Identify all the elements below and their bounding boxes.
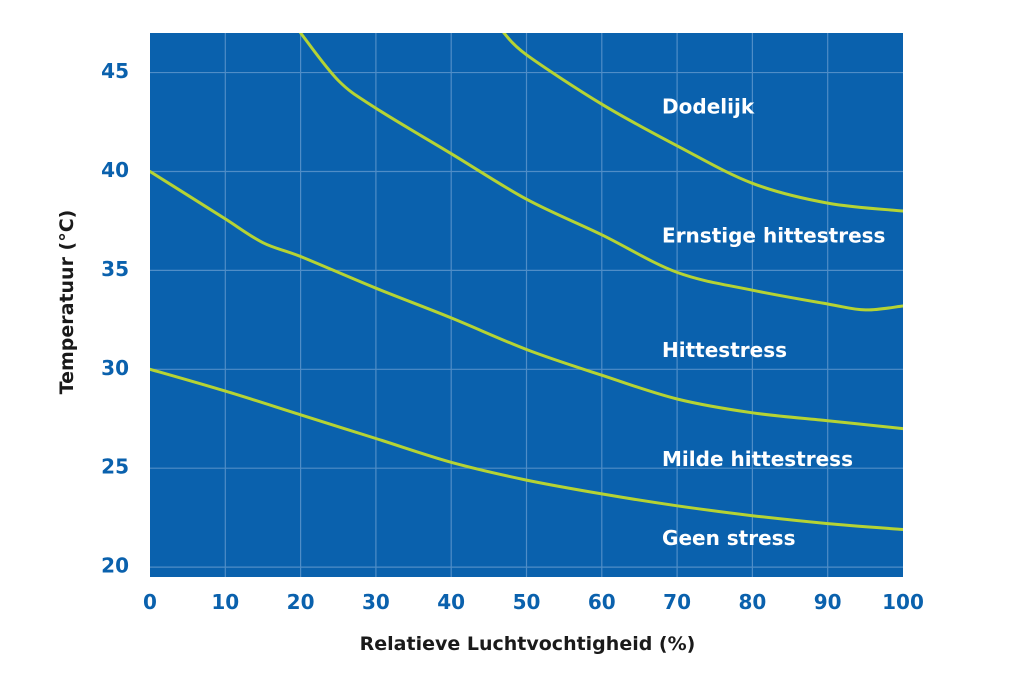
- series-line-4: [502, 33, 903, 213]
- y-tick-label: 25: [101, 455, 129, 479]
- series-line-3: [299, 33, 903, 312]
- x-tick-label: 80: [738, 590, 766, 614]
- x-tick-label: 70: [663, 590, 691, 614]
- y-tick-label: 35: [101, 257, 129, 281]
- x-tick-label: 20: [287, 590, 315, 614]
- series-line-2: [150, 170, 903, 431]
- x-tick-label: 50: [513, 590, 541, 614]
- y-axis-label: Temperatuur (°C): [56, 210, 78, 395]
- x-tick-label: 0: [143, 590, 157, 614]
- x-tick-label: 60: [588, 590, 616, 614]
- x-tick-label: 10: [211, 590, 239, 614]
- x-tick-label: 100: [882, 590, 924, 614]
- y-tick-label: 45: [101, 59, 129, 83]
- zone-label: Ernstige hittestress: [662, 223, 885, 247]
- zone-label: Milde hittestress: [662, 447, 853, 471]
- x-tick-label: 40: [437, 590, 465, 614]
- x-axis: 0 10 20 30 40 50 60 70 80 90 100: [143, 590, 924, 614]
- zone-labels: Dodelijk Ernstige hittestress Hittestress M…: [662, 95, 885, 550]
- zone-label: Geen stress: [662, 526, 795, 550]
- y-axis: 20 25 30 35 40 45: [101, 59, 129, 578]
- curves: [150, 33, 903, 531]
- y-tick-label: 40: [101, 158, 129, 182]
- y-tick-label: 20: [101, 554, 129, 578]
- zone-label: Hittestress: [662, 338, 787, 362]
- x-axis-label: Relatieve Luchtvochtigheid (%): [360, 633, 696, 655]
- x-tick-label: 90: [814, 590, 842, 614]
- series-line-1: [150, 367, 903, 531]
- x-tick-label: 30: [362, 590, 390, 614]
- y-tick-label: 30: [101, 356, 129, 380]
- grid: [150, 33, 903, 577]
- zone-label: Dodelijk: [662, 95, 755, 119]
